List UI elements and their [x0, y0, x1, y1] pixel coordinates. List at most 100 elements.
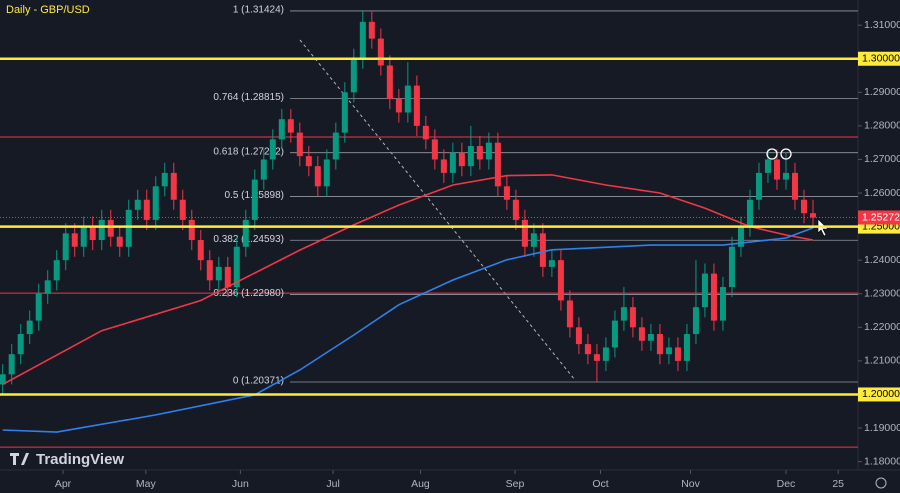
candle-body — [548, 260, 555, 267]
candle-body — [809, 213, 816, 218]
candle-body — [791, 172, 798, 200]
y-tick-label: 1.19000 — [864, 422, 900, 434]
candle-body — [584, 344, 591, 355]
y-tick-label: 1.24000 — [864, 254, 900, 266]
candle-body — [413, 85, 420, 126]
candle-body — [269, 139, 276, 160]
candle-body — [296, 132, 303, 157]
trend-line — [299, 39, 576, 381]
key-level-tag — [858, 51, 900, 66]
logo: TradingView — [10, 451, 124, 468]
candle-body — [125, 209, 132, 247]
y-tick-label: 1.27000 — [864, 153, 900, 165]
candle-body — [737, 226, 744, 247]
candle-body — [485, 142, 492, 160]
candle-body — [215, 266, 222, 281]
y-tick-label: 1.21000 — [864, 355, 900, 367]
x-tick-label: Nov — [681, 478, 700, 490]
candle-body — [332, 132, 339, 160]
candle-body — [242, 219, 249, 247]
candle-body — [179, 199, 186, 220]
settings-icon[interactable] — [875, 477, 887, 489]
y-tick-label: 1.31000 — [864, 19, 900, 31]
candle-body — [746, 199, 753, 227]
candle-body — [719, 287, 726, 321]
candle-body — [701, 273, 708, 308]
candle-body — [530, 233, 537, 247]
candle-body — [710, 273, 717, 321]
candle-body — [98, 219, 105, 241]
candle-body — [386, 65, 393, 100]
x-tick-label: Aug — [411, 478, 430, 490]
x-tick-label: Jul — [326, 478, 339, 490]
candle-body — [152, 186, 159, 220]
candle-body — [71, 233, 78, 247]
candle-body — [350, 58, 357, 93]
candle-body — [323, 159, 330, 187]
candle-body — [17, 334, 24, 355]
moving-average — [2, 174, 814, 386]
candle-body — [161, 172, 168, 187]
candle-body — [197, 240, 204, 261]
candle-body — [422, 125, 429, 140]
x-tick-label: Apr — [55, 478, 72, 490]
candle-body — [620, 307, 627, 321]
x-tick-label: Jun — [232, 478, 249, 490]
fib-label: 0.618 (1.27202) — [213, 146, 284, 157]
fib-label: 0.236 (1.22980) — [213, 288, 284, 299]
candle-body — [755, 172, 762, 200]
candle-body — [494, 142, 501, 187]
x-tick-label: Sep — [506, 478, 525, 490]
candle-body — [341, 92, 348, 133]
last-price-tag — [858, 210, 900, 225]
candle-body — [575, 327, 582, 345]
candle-body — [287, 119, 294, 133]
candle-body — [431, 139, 438, 160]
candle-body — [629, 307, 636, 328]
candle-body — [503, 186, 510, 200]
candle-body — [188, 219, 195, 241]
candle-body — [224, 266, 231, 288]
candle-body — [251, 179, 258, 220]
y-tick-label: 1.23000 — [864, 288, 900, 300]
candle-body — [674, 347, 681, 361]
key-level-tag — [858, 387, 900, 402]
candle-body — [656, 334, 663, 355]
candle-body — [395, 99, 402, 113]
candle-body — [44, 280, 51, 294]
candle-body — [53, 260, 60, 281]
peak-marker — [766, 148, 778, 160]
chart-title: Daily - GBP/USD — [6, 4, 90, 16]
candle-body — [611, 320, 618, 348]
candle-body — [134, 199, 141, 210]
candle-body — [305, 156, 312, 167]
candle-body — [449, 152, 456, 173]
candle-body — [278, 119, 285, 140]
candle-body — [566, 300, 573, 328]
y-tick-label: 1.18000 — [864, 455, 900, 467]
candle-body — [782, 172, 789, 180]
key-level-label: 1.30000 — [862, 53, 900, 65]
candle-body — [692, 307, 699, 335]
candle-body — [593, 354, 600, 361]
candle-body — [8, 354, 15, 375]
candle-body — [467, 146, 474, 167]
candle-body — [476, 146, 483, 160]
last-price-label: 1.25272 — [862, 211, 900, 223]
candle-body — [800, 199, 807, 214]
candle-body — [206, 260, 213, 281]
candle-body — [62, 233, 69, 261]
candle-body — [764, 159, 771, 173]
fib-label: 1 (1.31424) — [233, 5, 284, 16]
y-tick-label: 1.22000 — [864, 321, 900, 333]
candle-body — [233, 246, 240, 288]
candle-body — [260, 159, 267, 180]
x-tick-label: Dec — [777, 478, 796, 490]
candle-body — [368, 21, 375, 39]
x-tick-label: 25 — [832, 478, 844, 490]
candle-body — [512, 199, 519, 220]
candle-body — [728, 246, 735, 288]
candle-body — [683, 334, 690, 361]
candle-body — [80, 226, 87, 247]
